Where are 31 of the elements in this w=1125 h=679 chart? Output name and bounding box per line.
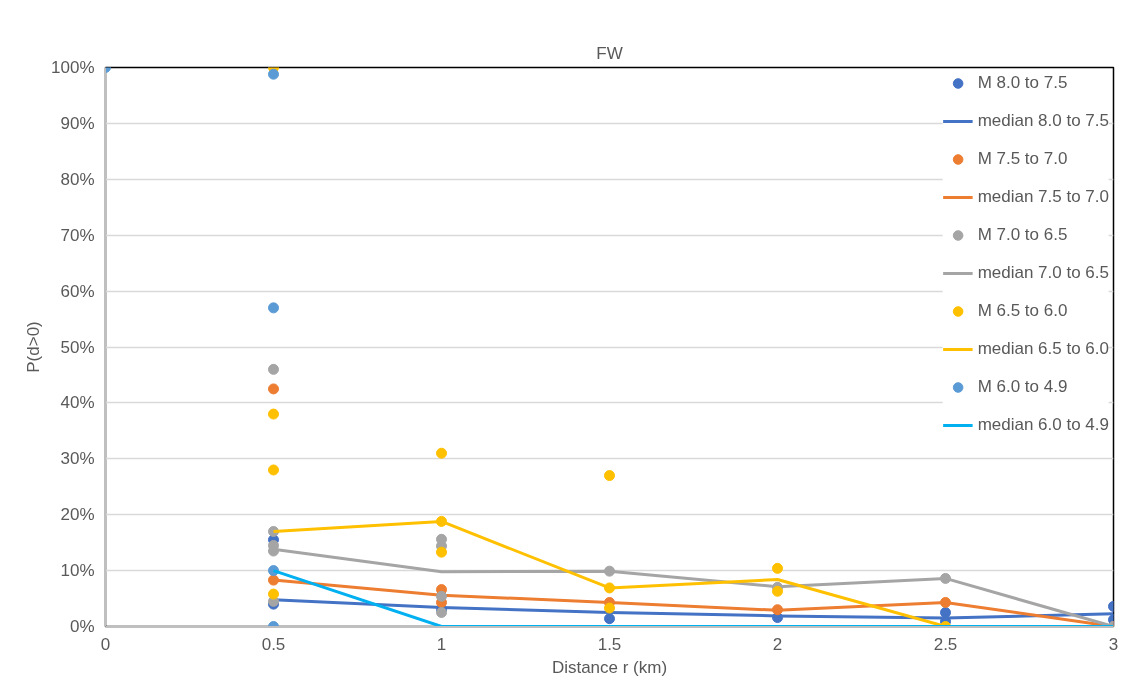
y-tick-label: 60% [60, 281, 95, 301]
y-axis-title: P(d>0) [24, 321, 44, 373]
x-tick-label: 3 [1108, 634, 1119, 654]
y-tick-label: 100% [51, 58, 95, 77]
y-tick-label: 10% [60, 561, 95, 581]
y-tick-label: 50% [60, 337, 95, 357]
legend-label: M 7.5 to 7.0 [977, 148, 1068, 170]
legend-label: median 6.0 to 4.9 [977, 414, 1109, 436]
legend-label: M 7.0 to 6.5 [977, 224, 1068, 246]
x-tick-label: 1 [436, 634, 447, 654]
y-tick-label: 40% [60, 393, 95, 413]
legend-label: M 6.5 to 6.0 [977, 300, 1068, 322]
x-tick-label: 1.5 [597, 634, 622, 654]
y-tick-label: 0% [69, 617, 95, 636]
y-tick-label: 20% [60, 505, 95, 525]
x-tick-label: 2.5 [933, 634, 958, 654]
x-tick-label: 0.5 [261, 634, 286, 654]
legend-label: median 8.0 to 7.5 [977, 110, 1109, 132]
y-tick-label: 80% [60, 169, 95, 189]
x-axis-title: Distance r (km) [551, 657, 668, 677]
legend-label: M 6.0 to 4.9 [977, 376, 1068, 398]
legend-label: median 7.5 to 7.0 [977, 186, 1109, 208]
legend-label: M 8.0 to 7.5 [977, 72, 1068, 94]
y-tick-label: 90% [60, 113, 95, 133]
chart-title: FW [596, 43, 623, 63]
x-tick-label: 0 [100, 634, 111, 654]
legend-label: median 6.5 to 6.0 [977, 338, 1109, 360]
legend-label: median 7.0 to 6.5 [977, 262, 1109, 284]
x-tick-label: 2 [772, 634, 783, 654]
y-tick-label: 30% [60, 449, 95, 469]
y-tick-label: 70% [60, 225, 95, 245]
